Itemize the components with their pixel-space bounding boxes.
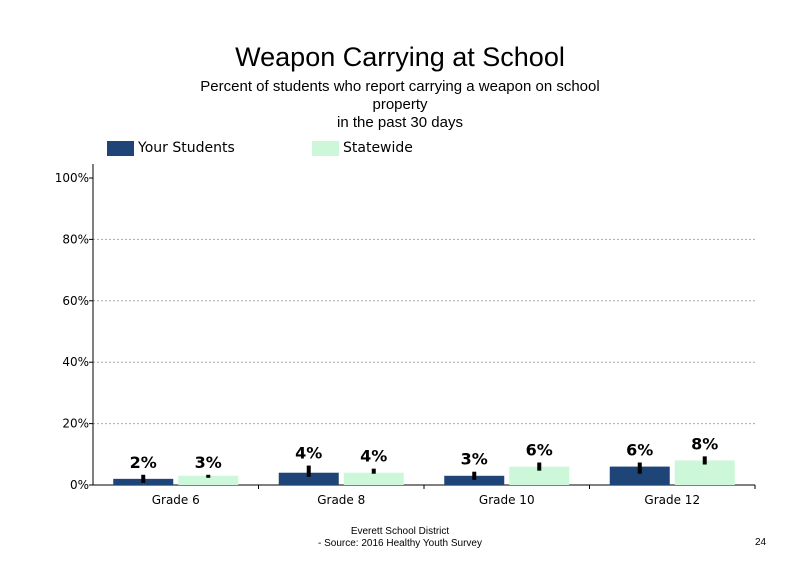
data-label-your-students: 6%	[626, 441, 653, 460]
y-tick-label: 40%	[62, 355, 89, 369]
error-bar-your-students	[637, 462, 642, 474]
legend-item-your-students: Your Students	[107, 140, 235, 156]
data-label-your-students: 4%	[295, 444, 322, 463]
bar-your-students	[444, 475, 505, 485]
subtitle-line-1: Percent of students who report carrying …	[200, 78, 600, 95]
bar-statewide	[674, 460, 735, 485]
error-bar-statewide	[537, 462, 542, 471]
data-label-your-students: 2%	[130, 453, 157, 472]
error-bar-your-students	[472, 471, 477, 480]
y-tick-label: 20%	[62, 417, 89, 431]
y-tick-label: 100%	[55, 171, 89, 185]
footer-district: Everett School District	[350, 526, 450, 537]
subtitle-line-2: property	[372, 96, 428, 113]
x-tick-label: Grade 10	[479, 493, 535, 507]
y-tick-label: 0%	[70, 478, 89, 492]
footer: Everett School District - Source: 2016 H…	[250, 526, 550, 550]
data-label-statewide: 8%	[691, 434, 718, 453]
y-tick-label: 80%	[62, 232, 89, 246]
error-bar-your-students	[306, 465, 311, 477]
legend-swatch-your-students	[107, 140, 134, 156]
error-bar-your-students	[141, 474, 146, 483]
y-tick-label: 60%	[62, 294, 89, 308]
error-bar-statewide	[206, 474, 211, 478]
error-bar-statewide	[702, 456, 707, 465]
footer-source: - Source: 2016 Healthy Youth Survey	[318, 538, 482, 549]
x-tick-label: Grade 8	[317, 493, 365, 507]
data-label-statewide: 6%	[526, 441, 553, 460]
bar-your-students	[278, 472, 339, 485]
bar-statewide	[343, 472, 404, 485]
data-label-statewide: 3%	[195, 453, 222, 472]
legend-item-statewide: Statewide	[312, 140, 413, 156]
data-label-statewide: 4%	[360, 447, 387, 466]
data-label-your-students: 3%	[461, 450, 488, 469]
subtitle-line-3: in the past 30 days	[337, 114, 463, 131]
x-tick-label: Grade 12	[644, 493, 700, 507]
bar-your-students	[609, 466, 670, 485]
bar-statewide	[509, 466, 570, 485]
legend-label-statewide: Statewide	[343, 140, 413, 156]
legend-label-your-students: Your Students	[138, 140, 235, 156]
page-number: 24	[755, 537, 767, 548]
chart-title: Weapon Carrying at School	[235, 42, 565, 72]
bar-statewide	[178, 475, 239, 485]
error-bar-statewide	[371, 468, 376, 474]
chart-subtitle: Percent of students who report carrying …	[170, 78, 630, 132]
x-tick-label: Grade 6	[152, 493, 200, 507]
legend-swatch-statewide	[312, 140, 339, 156]
